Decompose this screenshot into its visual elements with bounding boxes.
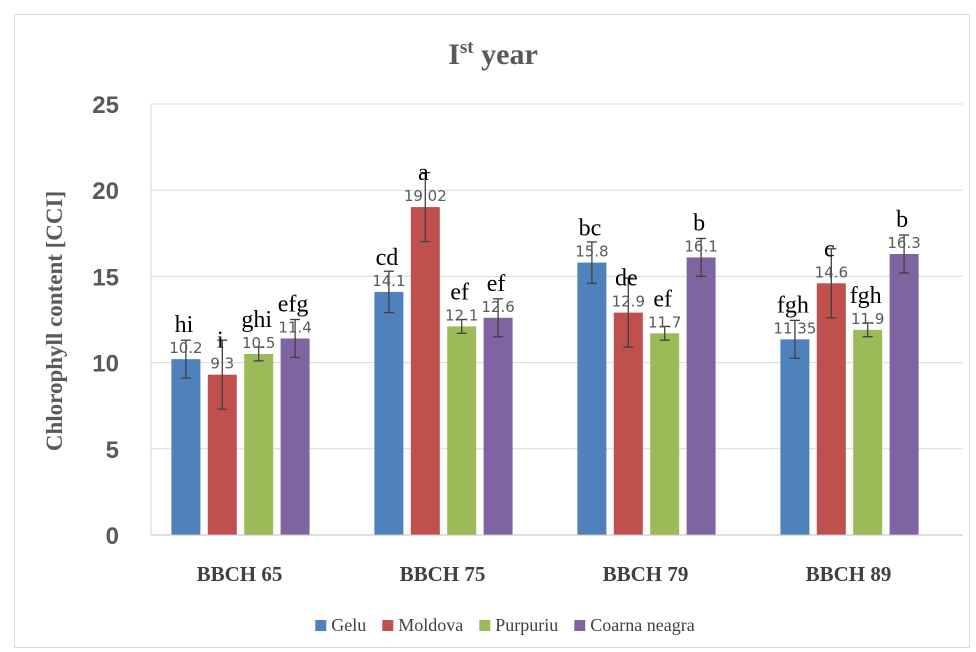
title-superscript: st <box>460 37 474 58</box>
significance-letter: fgh <box>850 283 882 309</box>
y-tick-label: 5 <box>106 437 119 464</box>
bar <box>483 317 513 535</box>
legend-item: Moldova <box>382 615 463 635</box>
data-label: 12.9 <box>612 293 645 311</box>
significance-letter: cd <box>376 245 399 271</box>
legend-label: Gelu <box>331 615 366 635</box>
bar <box>171 359 201 535</box>
bar <box>816 283 846 535</box>
legend: Gelu Moldova Purpuriu Coarna neagra <box>315 615 695 635</box>
bar <box>280 338 310 535</box>
bar <box>889 253 919 535</box>
x-tick-label: BBCH 79 <box>603 562 689 586</box>
data-label: 11.7 <box>648 313 681 331</box>
y-tick-label: 10 <box>92 351 119 378</box>
legend-item: Gelu <box>315 615 366 635</box>
significance-letter: ghi <box>241 307 272 333</box>
data-label: 12.6 <box>481 298 514 316</box>
data-label: 14.6 <box>815 263 848 281</box>
y-tick-label: 25 <box>92 92 119 119</box>
data-label: 12.1 <box>445 306 478 324</box>
legend-item: Purpuriu <box>479 615 558 635</box>
bar <box>853 329 883 535</box>
y-tick-label: 20 <box>92 178 119 205</box>
significance-letter: b <box>693 210 705 236</box>
significance-letter: i <box>217 328 224 354</box>
legend-swatch <box>382 620 394 631</box>
significance-letter: fgh <box>777 292 809 318</box>
data-label: 14.1 <box>372 272 405 290</box>
title-rest: year <box>474 38 538 71</box>
legend-label: Moldova <box>398 615 463 635</box>
significance-letter: ef <box>487 271 506 297</box>
significance-letter: de <box>615 266 638 292</box>
data-label: 9.3 <box>210 355 234 373</box>
significance-letter: b <box>896 207 908 233</box>
significance-letter: efg <box>278 291 309 317</box>
y-tick-label: 15 <box>92 264 119 291</box>
data-label: 11.4 <box>278 318 311 336</box>
data-label: 11.9 <box>851 310 884 328</box>
legend-swatch <box>479 620 491 631</box>
data-label: 15.8 <box>575 243 608 261</box>
data-label: 16.1 <box>684 237 717 255</box>
legend-swatch <box>574 620 586 631</box>
y-axis-title: Chlorophyll content [CCI] <box>42 191 67 451</box>
bar <box>410 207 440 535</box>
data-label: 10.5 <box>242 334 275 352</box>
axes: 0 5 10 15 20 25 BBCH 65 BBCH 75 BBCH 79 BBCH 89 <box>92 92 963 586</box>
data-label: 10.2 <box>169 339 202 357</box>
legend-label: Coarna neagra <box>590 615 694 635</box>
chart-svg: Ist year Chlorophyll content [CCI] 10.2h… <box>42 37 963 635</box>
data-label: 11.35 <box>773 319 816 337</box>
bar <box>447 326 477 535</box>
significance-letter: ef <box>653 286 672 312</box>
bar-marks <box>171 171 919 535</box>
significance-letter: c <box>824 236 835 262</box>
bar <box>613 312 643 535</box>
significance-letter: bc <box>579 216 602 242</box>
title-main: I <box>448 38 460 71</box>
significance-letter: a <box>418 160 429 186</box>
legend-label: Purpuriu <box>495 615 558 635</box>
chart-area: Ist year Chlorophyll content [CCI] 10.2 h… <box>14 14 970 648</box>
legend-item: Coarna neagra <box>574 615 695 635</box>
legend-swatch <box>315 620 327 631</box>
chart-title: Ist year <box>448 37 538 71</box>
x-tick-label: BBCH 65 <box>197 562 283 586</box>
bar <box>650 333 680 535</box>
bar <box>780 339 810 535</box>
significance-letter: ef <box>450 279 469 305</box>
data-label: 19.02 <box>404 187 447 205</box>
x-tick-label: BBCH 89 <box>806 562 892 586</box>
bar <box>686 257 716 535</box>
bar <box>374 291 404 535</box>
data-label: 16.3 <box>887 234 920 252</box>
bar <box>577 262 607 535</box>
bar <box>244 353 274 535</box>
x-tick-label: BBCH 75 <box>400 562 486 586</box>
y-tick-label: 0 <box>106 523 119 550</box>
significance-letter: hi <box>175 312 194 338</box>
